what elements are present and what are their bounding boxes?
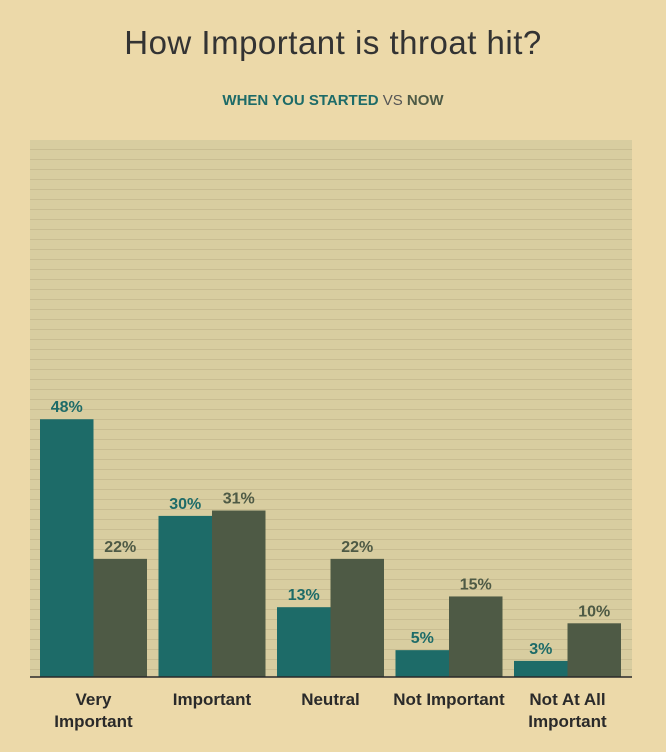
- value-label: 15%: [460, 576, 492, 593]
- legend: WHEN YOU STARTED VS NOW: [0, 92, 666, 109]
- value-label: 48%: [51, 399, 83, 416]
- x-tick-label: Not Important: [393, 690, 505, 709]
- value-label: 5%: [411, 630, 434, 647]
- bar: [567, 623, 621, 677]
- bar: [277, 607, 331, 677]
- legend-separator: VS: [382, 92, 403, 109]
- value-label: 31%: [223, 491, 255, 508]
- bar: [158, 515, 212, 677]
- legend-entry: WHEN YOU STARTED: [222, 92, 379, 109]
- bar: [514, 660, 568, 677]
- x-tick-label: Not At All Important: [528, 690, 607, 731]
- bar: [330, 558, 384, 677]
- bar: [40, 419, 94, 677]
- x-tick-label: Very Important: [54, 690, 133, 731]
- value-label: 3%: [529, 641, 552, 658]
- value-label: 10%: [578, 603, 610, 620]
- x-tick-label: Important: [172, 690, 252, 709]
- x-tick-label: Neutral: [301, 690, 360, 709]
- value-label: 30%: [169, 496, 201, 513]
- legend-entry: NOW: [406, 92, 444, 109]
- chart-title: How Important is throat hit?: [124, 24, 542, 61]
- value-label: 22%: [341, 539, 373, 556]
- value-label: 13%: [288, 587, 320, 604]
- bar: [93, 558, 147, 677]
- value-label: 22%: [104, 539, 136, 556]
- bar: [449, 596, 503, 677]
- bar: [212, 510, 266, 677]
- bar: [395, 650, 449, 677]
